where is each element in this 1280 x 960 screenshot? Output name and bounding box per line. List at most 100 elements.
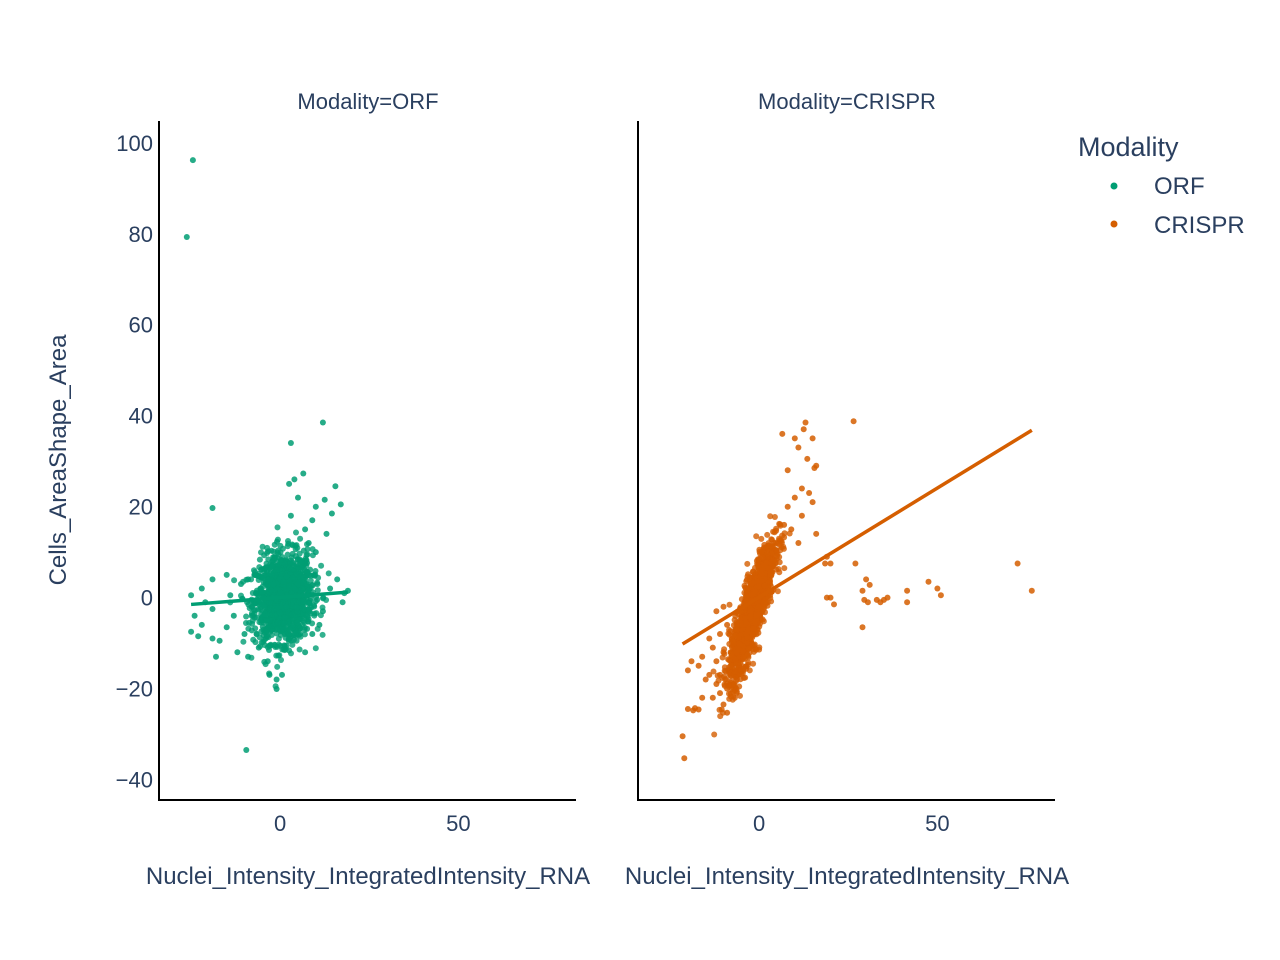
scatter-point: [300, 598, 307, 605]
legend-item-crispr[interactable]: CRISPR: [1110, 212, 1245, 239]
scatter-point: [934, 585, 941, 592]
scatter-point: [877, 599, 884, 606]
scatter-point: [684, 706, 691, 712]
scatter-point: [742, 615, 749, 622]
crispr-trendline: [681, 428, 1033, 646]
scatter-point: [729, 653, 735, 660]
scatter-point: [744, 629, 751, 636]
scatter-point: [241, 631, 248, 637]
scatter-point: [755, 562, 761, 569]
scatter-point: [827, 594, 834, 601]
scatter-point: [240, 638, 247, 645]
scatter-point: [292, 586, 299, 593]
scatter-point: [269, 563, 276, 570]
scatter-point: [319, 608, 326, 615]
legend-item-orf[interactable]: ORF: [1110, 173, 1205, 200]
scatter-point: [294, 619, 301, 626]
y-tick-label: 60: [129, 313, 153, 338]
scatter-point: [263, 560, 270, 567]
scatter-point: [327, 585, 334, 592]
scatter-point: [289, 574, 296, 581]
scatter-point: [287, 512, 294, 519]
scatter-point: [252, 625, 259, 632]
scatter-point: [183, 234, 190, 240]
scatter-point: [293, 637, 300, 644]
scatter-point: [263, 617, 270, 624]
scatter-point: [937, 592, 944, 599]
scatter-point: [726, 670, 733, 677]
scatter-point: [702, 676, 709, 683]
scatter-point: [273, 686, 280, 692]
scatter-point: [744, 573, 751, 580]
scatter-point: [743, 620, 750, 626]
scatter-point: [852, 560, 859, 567]
scatter-point: [758, 549, 765, 556]
scatter-point: [745, 645, 752, 652]
legend-marker-crispr: [1110, 220, 1118, 228]
scatter-point: [281, 560, 288, 567]
legend-label-crispr: CRISPR: [1154, 212, 1245, 239]
scatter-point: [735, 633, 742, 640]
scatter-point: [711, 731, 718, 738]
scatter-point: [191, 612, 198, 619]
scatter-point: [302, 526, 309, 533]
scatter-point: [238, 581, 244, 587]
scatter-point: [759, 616, 766, 623]
scatter-point: [288, 590, 295, 597]
scatter-point: [273, 652, 280, 659]
scatter-point: [255, 606, 262, 613]
scatter-point: [302, 649, 309, 656]
scatter-point: [246, 619, 253, 626]
scatter-point: [740, 654, 747, 661]
scatter-point: [312, 503, 319, 510]
scatter-point: [286, 480, 293, 487]
scatter-point: [864, 599, 871, 606]
scatter-point: [743, 592, 750, 599]
scatter-point: [768, 543, 775, 550]
scatter-point: [699, 653, 706, 660]
scatter-point: [791, 435, 798, 442]
scatter-point: [744, 639, 750, 646]
scatter-point: [776, 541, 783, 548]
scatter-point: [709, 644, 716, 651]
scatter-point: [316, 621, 323, 628]
scatter-point: [252, 571, 259, 578]
scatter-point: [747, 608, 754, 615]
legend[interactable]: Modality ORF CRISPR: [1078, 132, 1245, 239]
scatter-point: [323, 530, 330, 537]
scatter-point: [321, 496, 328, 503]
scatter-point: [730, 688, 736, 695]
scatter-point: [774, 588, 781, 595]
scatter-point: [188, 628, 195, 635]
scatter-point: [265, 623, 272, 630]
scatter-point: [334, 576, 341, 583]
panel-crispr-x-tick-labels: 0 50: [753, 811, 950, 836]
scatter-point: [866, 581, 873, 588]
scatter-point: [724, 621, 731, 628]
scatter-point: [681, 755, 688, 762]
scatter-point: [768, 536, 775, 543]
scatter-point: [243, 747, 250, 753]
orf-trendline: [190, 590, 349, 607]
scatter-point: [256, 556, 263, 563]
scatter-point: [771, 529, 778, 536]
scatter-point: [268, 571, 275, 578]
legend-title: Modality: [1078, 132, 1179, 162]
scatter-point: [270, 581, 277, 588]
scatter-point: [227, 592, 234, 599]
scatter-point: [724, 685, 731, 692]
scatter-point: [679, 733, 686, 740]
scatter-point: [287, 440, 294, 446]
scatter-point: [223, 624, 230, 631]
scatter-point: [304, 546, 311, 553]
scatter-point: [275, 641, 282, 648]
scatter-point: [311, 612, 318, 619]
scatter-point: [279, 671, 285, 678]
scatter-point: [809, 435, 816, 442]
scatter-point: [238, 592, 244, 599]
scatter-point: [717, 690, 723, 697]
scatter-point: [731, 681, 738, 687]
scatter-point: [189, 157, 196, 164]
scatter-point: [904, 599, 911, 606]
scatter-point: [300, 470, 307, 477]
